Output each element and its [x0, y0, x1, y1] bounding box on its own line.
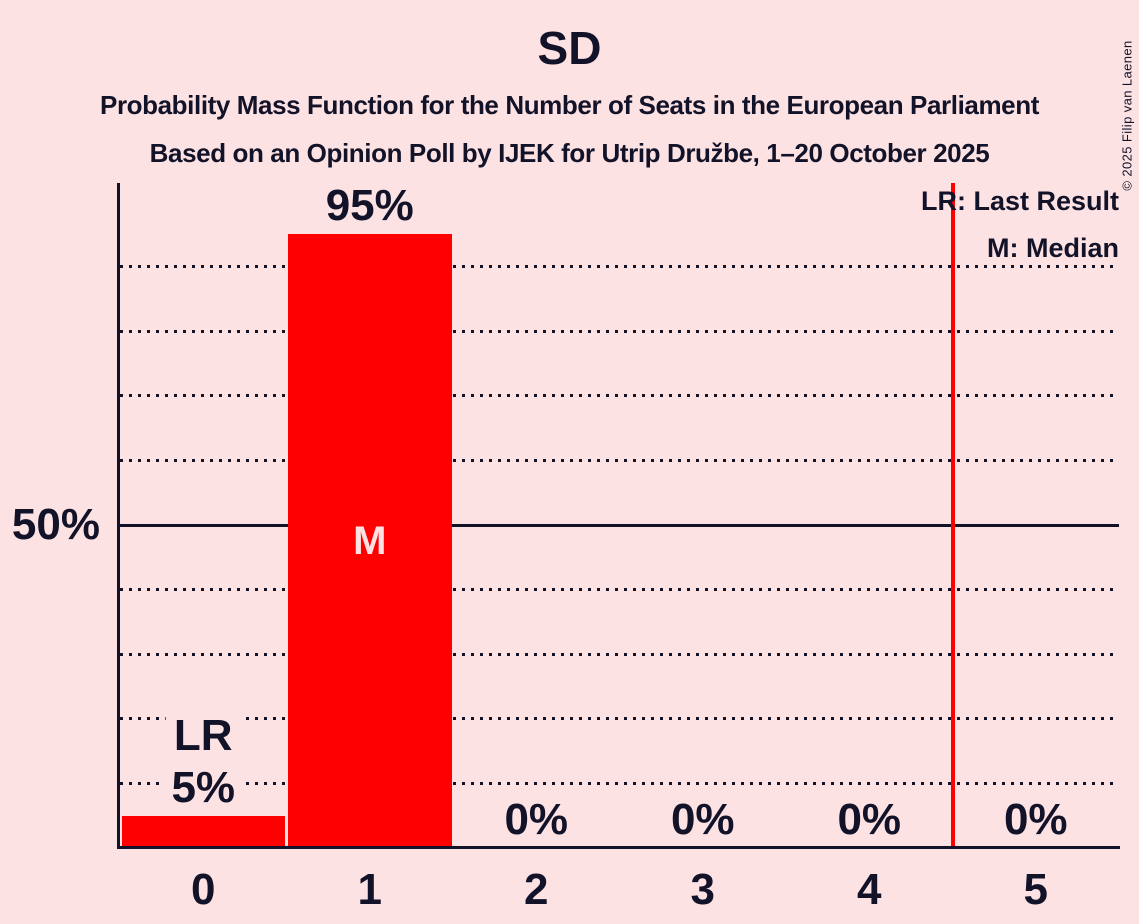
value-label-seat-3: 0%	[662, 798, 743, 842]
gridline-70pct	[120, 394, 1119, 398]
gridline-90pct	[120, 265, 1119, 269]
value-label-seat-4: 0%	[829, 798, 910, 842]
x-tick-label-4: 4	[857, 865, 882, 914]
x-tick-label-2: 2	[524, 865, 549, 914]
x-tick-label-5: 5	[1023, 865, 1048, 914]
x-tick-label-1: 1	[357, 865, 382, 914]
x-tick-label-3: 3	[690, 865, 715, 914]
copyright-notice: © 2025 Filip van Laenen	[1119, 39, 1135, 191]
legend-last-result: LR: Last Result	[920, 186, 1119, 216]
median-annotation: M	[353, 519, 387, 564]
gridline-30pct	[120, 652, 1119, 656]
x-tick-label-0: 0	[191, 865, 216, 914]
value-label-seat-2: 0%	[496, 798, 577, 842]
legend-median: M: Median	[987, 233, 1119, 263]
value-label-seat-1: 95%	[317, 184, 422, 229]
x-axis-line	[117, 846, 1120, 849]
bar-seat-0	[121, 815, 285, 848]
bar-seat-1	[288, 234, 452, 848]
value-label-seat-0: 5%	[163, 765, 244, 810]
gridline-10pct	[120, 781, 1119, 785]
gridline-40pct	[120, 588, 1119, 592]
gridline-80pct	[120, 329, 1119, 333]
chart-poll-source: Based on an Opinion Poll by IJEK for Utr…	[149, 138, 990, 168]
plot-area: LR: Last Result M: Median 5% 95% 0% 0% 0% 0% L…	[120, 183, 1119, 848]
threshold-line	[950, 183, 955, 848]
page-title: SD	[537, 22, 602, 74]
gridline-20pct	[120, 717, 1119, 721]
gridline-50pct-solid	[120, 523, 1119, 527]
value-label-seat-5: 0%	[995, 798, 1076, 842]
chart-subtitle: Probability Mass Function for the Number…	[100, 90, 1039, 120]
y-axis-line	[117, 183, 120, 848]
last-result-annotation: LR	[165, 713, 241, 758]
gridline-60pct	[120, 458, 1119, 462]
y-axis-50-label: 50%	[11, 500, 100, 549]
